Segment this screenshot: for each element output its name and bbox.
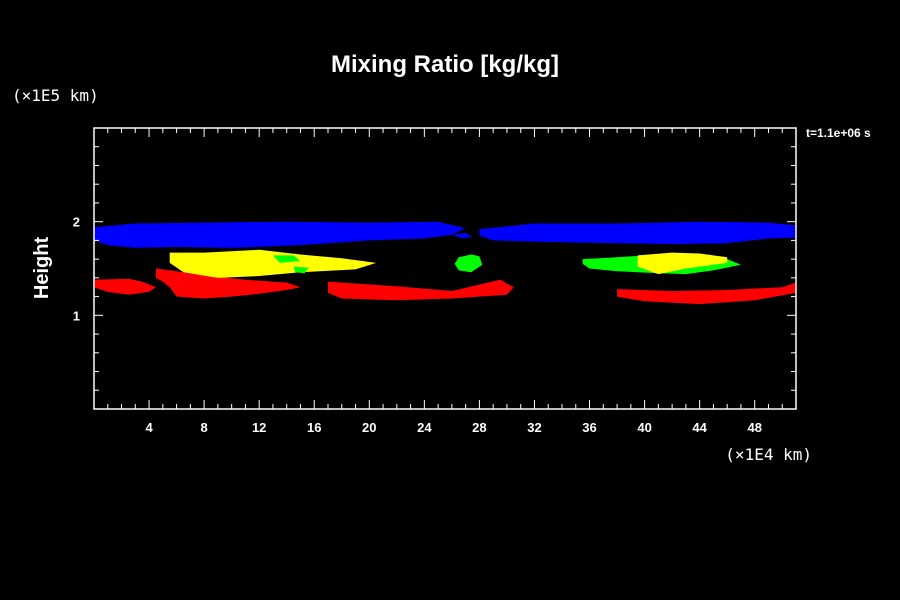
x-tick-label: 28 — [472, 420, 486, 435]
x-tick-label: 44 — [692, 420, 707, 435]
time-label: t=1.1e+06 s — [806, 126, 871, 140]
region-blue-1 — [451, 232, 473, 239]
x-tick-label: 20 — [362, 420, 376, 435]
region-yellow-12 — [637, 252, 728, 275]
region-green-8 — [272, 255, 301, 263]
region-green-10 — [454, 254, 483, 273]
region-green-9 — [293, 266, 309, 274]
chart-title: Mixing Ratio [kg/kg] — [331, 51, 559, 78]
region-red-5 — [328, 279, 514, 301]
x-axis-unit: (×1E4 km) — [725, 445, 812, 464]
y-tick-label: 1 — [73, 308, 80, 323]
plot-frame — [93, 127, 797, 410]
region-blue-0 — [94, 221, 466, 248]
x-tick-label: 36 — [582, 420, 596, 435]
x-tick-label: 4 — [145, 420, 153, 435]
x-tick-label: 40 — [637, 420, 651, 435]
x-tick-label: 12 — [252, 420, 266, 435]
region-red-3 — [94, 278, 156, 295]
mixing-ratio-regions — [94, 221, 796, 305]
x-tick-label: 24 — [417, 420, 432, 435]
x-tick-label: 48 — [747, 420, 761, 435]
region-blue-2 — [479, 221, 796, 245]
region-red-4 — [155, 268, 301, 299]
y-axis-label: Height — [31, 237, 53, 300]
x-tick-label: 16 — [307, 420, 321, 435]
region-red-6 — [617, 282, 796, 305]
region-yellow-7 — [169, 249, 377, 278]
x-tick-label: 32 — [527, 420, 541, 435]
y-axis-unit: (×1E5 km) — [12, 86, 99, 105]
y-tick-label: 2 — [73, 215, 80, 230]
x-tick-label: 8 — [201, 420, 208, 435]
